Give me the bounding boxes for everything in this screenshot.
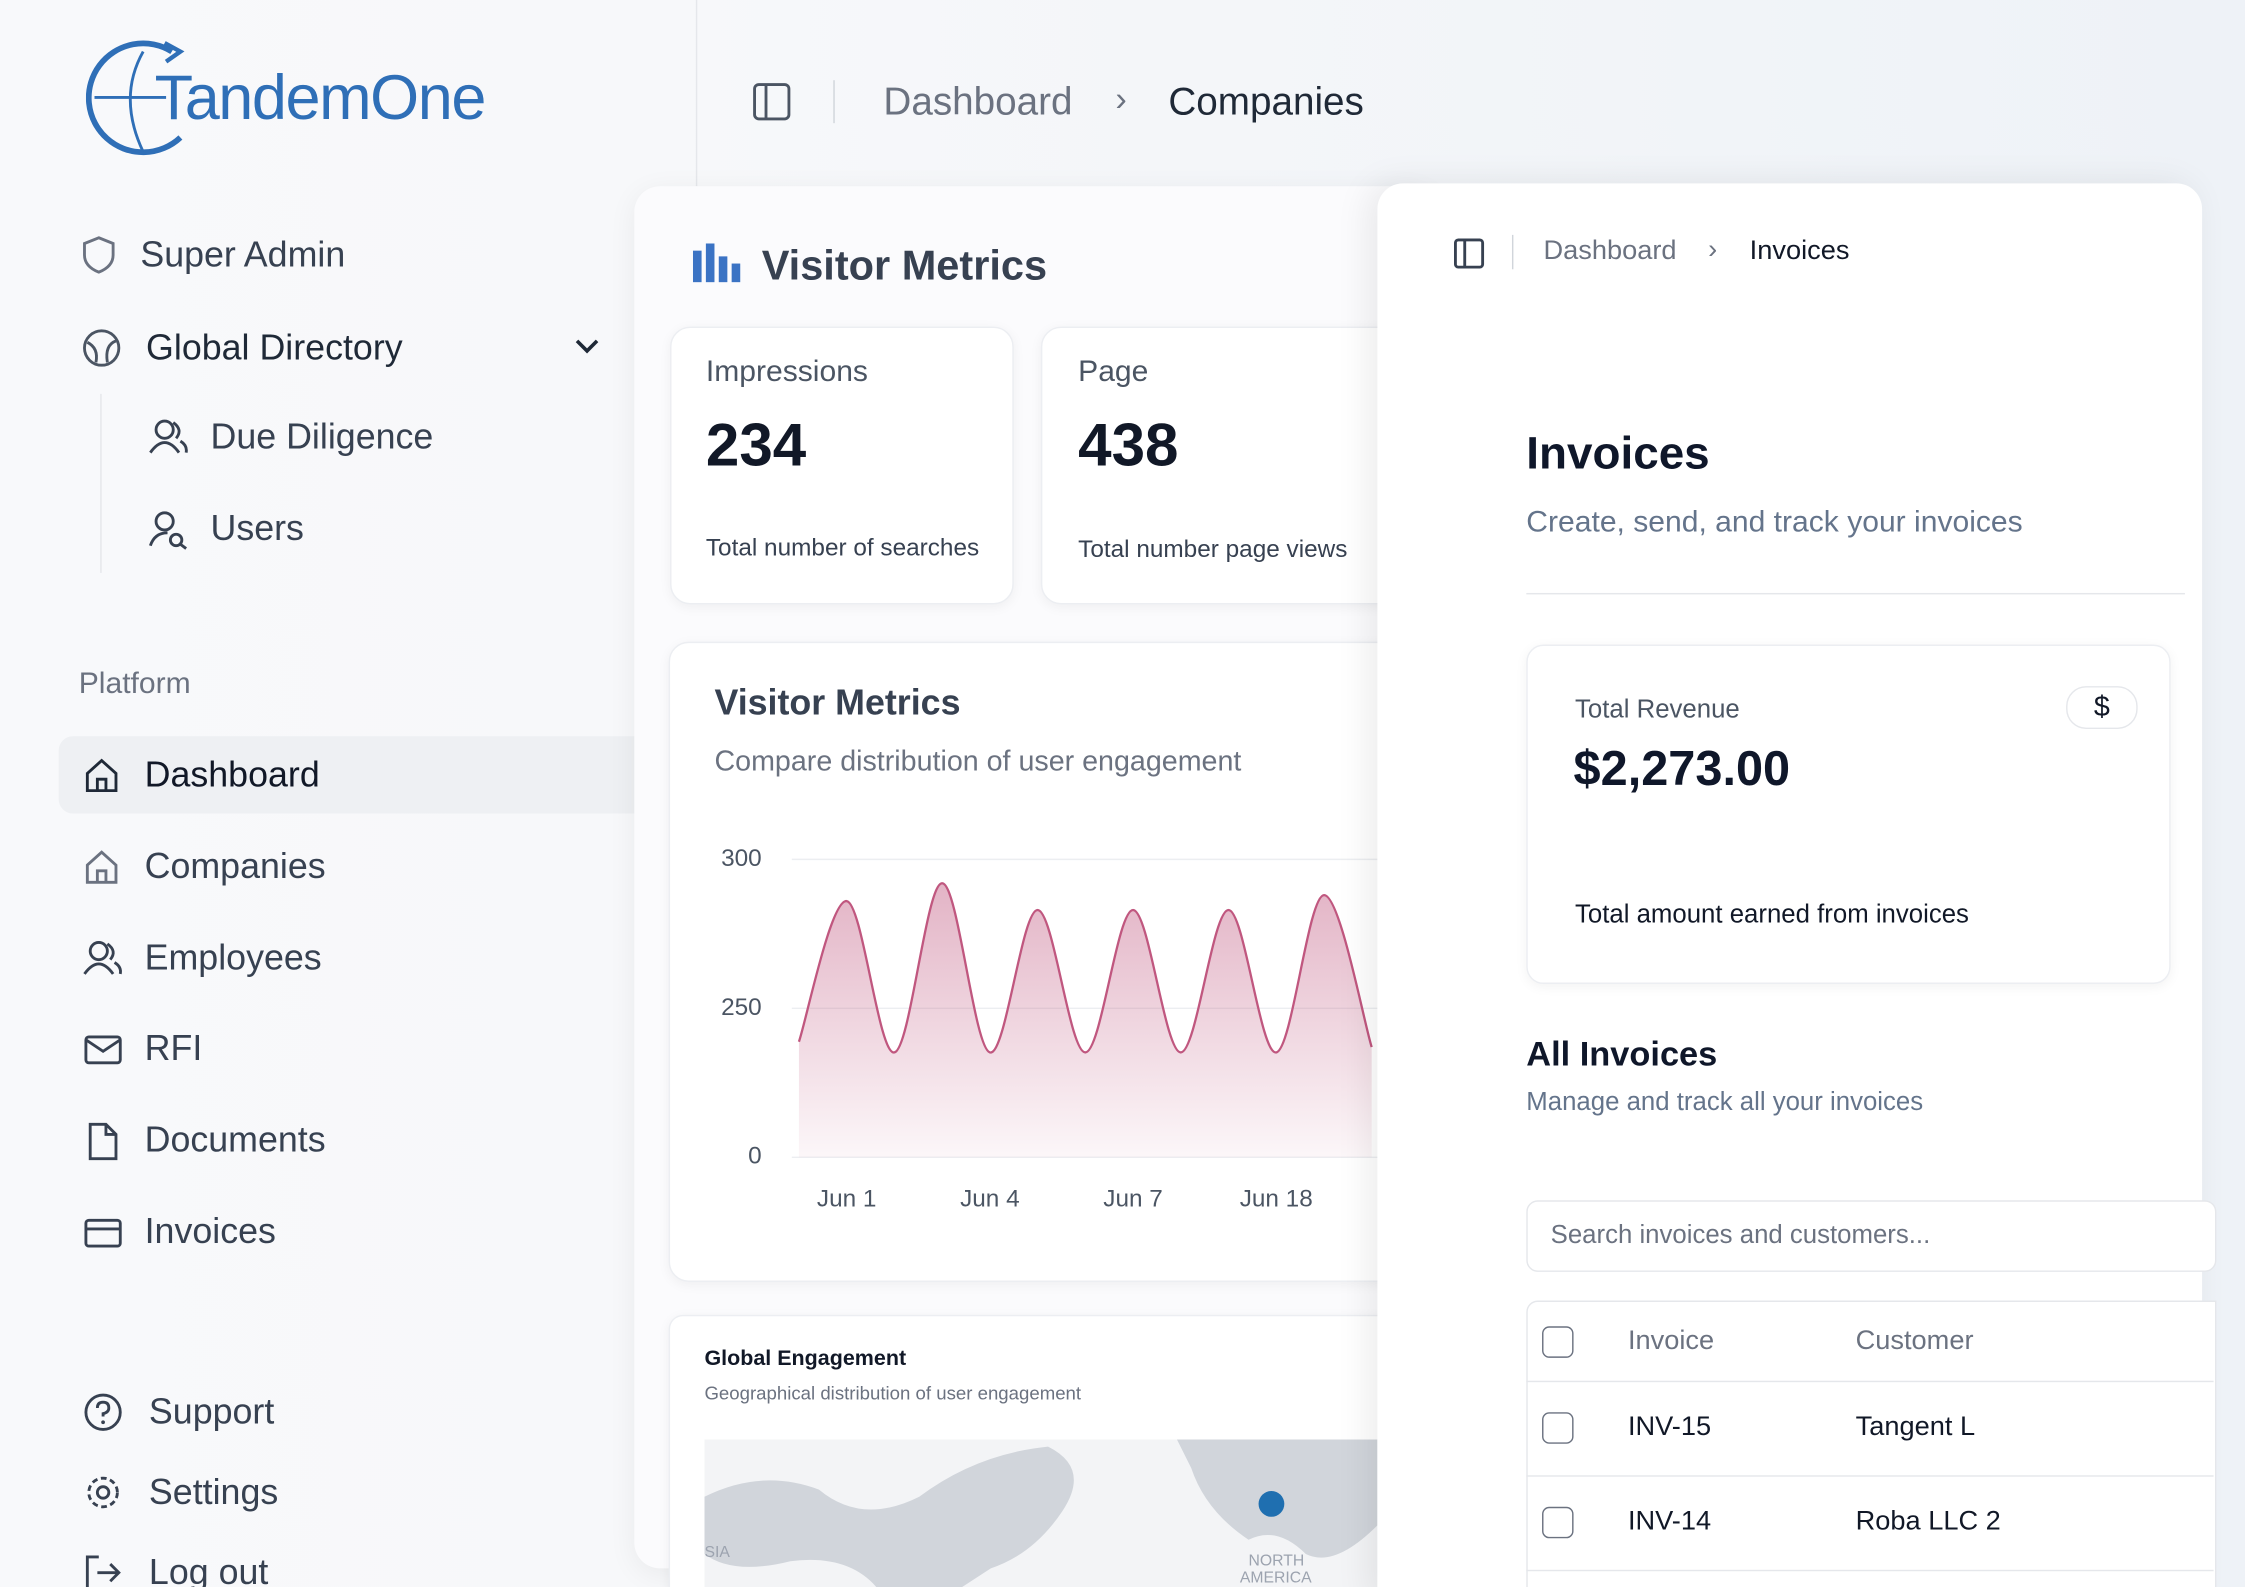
y-tick-label: 0 [748,1143,762,1170]
nav-item[interactable]: Documents [144,1120,326,1161]
area-line [797,882,1373,1054]
nav-item[interactable]: RFI [144,1028,203,1070]
breadcrumb-current: Companies [1168,80,1364,124]
revenue-card [1526,644,2171,984]
metric-label: Impressions [705,355,868,389]
metric-card [1040,326,1431,605]
nav-icon [85,758,118,793]
page-subtitle: Create, send, and track your invoices [1526,505,2023,539]
cell: INV-14 [1627,1506,1712,1537]
logo-mark [85,40,185,156]
nav-item[interactable]: Global Directory [146,327,403,369]
chart-title: Visitor Metrics [714,683,961,724]
breadcrumb-current: Invoices [1749,236,1850,267]
metric-value: 234 [705,411,807,479]
divider [695,0,698,187]
column-header: Customer [1855,1326,1974,1357]
nav-icon [88,1123,118,1161]
divider [1511,234,1514,270]
shield-icon [83,236,115,274]
checkbox[interactable] [1542,1326,1574,1358]
nav-item[interactable]: Log out [148,1552,269,1587]
checkbox[interactable] [1542,1412,1574,1444]
metric-label: Page [1078,355,1149,389]
area-fill [798,883,1372,1158]
nav-active-bg [58,736,661,814]
revenue-label: Total Revenue [1574,694,1740,724]
nav-icon [85,1555,121,1587]
nav-item[interactable]: Companies [144,846,326,887]
x-tick-label: Jun 1 [817,1186,877,1213]
nav-item[interactable]: Employees [144,937,322,978]
metric-caption: Total number page views [1078,535,1348,563]
nav-item[interactable]: Dashboard [144,754,320,795]
nav-item[interactable]: Users [210,508,304,549]
x-tick-label: Jun 7 [1103,1186,1163,1213]
world-map: SIA NORTH AMERICA [704,1439,1378,1587]
breadcrumb-separator: › [1115,80,1127,119]
divider [1526,592,2185,595]
revenue-icon: $ [2066,686,2138,730]
map-label: NORTH [1249,1553,1305,1570]
revenue-value: $2,273.00 [1573,741,1791,797]
row-divider [1526,1569,2214,1572]
row-divider [1526,1475,2214,1477]
nav-icon [87,1476,119,1509]
section-title: Visitor Metrics [761,243,1048,290]
cell: Roba LLC 2 [1855,1506,2001,1537]
nav-item[interactable]: Super Admin [140,234,346,276]
table [1526,1300,2217,1587]
cell: INV-15 [1627,1412,1712,1443]
x-tick-label: Jun 18 [1240,1186,1313,1213]
y-tick-label: 250 [721,994,762,1021]
search-input[interactable] [1526,1200,2217,1272]
nav-icon [84,1036,122,1065]
breadcrumb-link[interactable]: Dashboard [883,80,1073,124]
map-label: SIA [704,1544,730,1561]
chart-subtitle: Compare distribution of user engagement [714,746,1242,778]
sidebar-toggle[interactable] [752,82,792,122]
revenue-caption: Total amount earned from invoices [1574,899,1969,929]
nav-icon [84,1218,122,1248]
checkbox[interactable] [1542,1506,1574,1539]
users-icon [149,419,188,454]
page-title: Invoices [1526,426,1710,479]
chevron[interactable] [573,335,602,358]
nav-item[interactable]: Invoices [144,1211,276,1252]
bar-icon [692,243,741,283]
list-title: All Invoices [1526,1035,1718,1075]
list-subtitle: Manage and track all your invoices [1526,1087,1924,1116]
map-title: Global Engagement [704,1346,907,1371]
brand: TandemOne [154,63,487,134]
metric-value: 438 [1078,411,1179,479]
section-label: Platform [78,667,191,701]
sidebar-toggle[interactable] [1453,238,1485,270]
column-header: Invoice [1627,1326,1715,1357]
nav-icon [84,1393,122,1431]
user-search-icon [148,511,187,550]
map-subtitle: Geographical distribution of user engage… [704,1382,1082,1404]
metric-card [670,326,1014,605]
y-tick-label: 300 [721,845,762,872]
nav-icon [83,940,122,975]
row-divider [1526,1380,2214,1383]
breadcrumb-link[interactable]: Dashboard [1543,236,1677,267]
x-tick-label: Jun 4 [960,1186,1020,1213]
search-placeholder: Search invoices and customers... [1550,1220,1931,1249]
map-label: AMERICA [1240,1570,1312,1587]
breadcrumb-separator: › [1708,234,1718,265]
nav-item[interactable]: Due Diligence [210,416,434,457]
globe-icon [83,329,121,367]
nav-item[interactable]: Settings [148,1472,279,1513]
tree-line [100,393,102,573]
divider [833,80,835,124]
nav-item[interactable]: Support [148,1392,275,1433]
nav-icon [85,850,118,884]
cell: Tangent L [1855,1412,1976,1443]
metric-caption: Total number of searches [705,534,980,562]
